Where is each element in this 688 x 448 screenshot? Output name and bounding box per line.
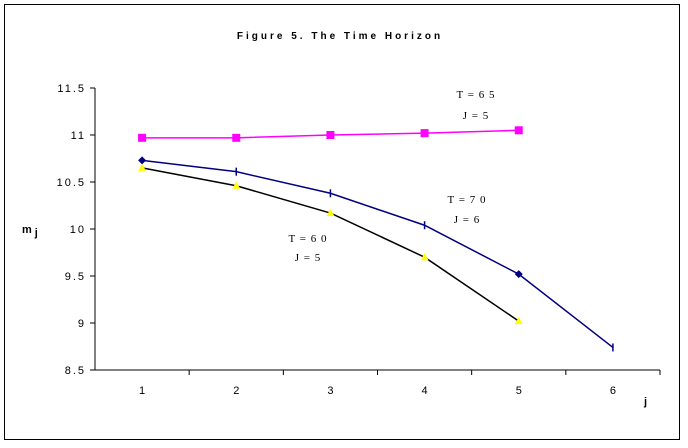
x-axis-ticks: 1 2 3 4 5 6 [139,370,661,397]
data-point-t60 [514,317,523,325]
data-point-t60 [232,181,241,189]
annotation-t70: T = 7 0 J = 6 [448,194,487,226]
x-tick-label: 4 [422,385,430,397]
annotation-t60-line2: J = 5 [295,252,321,264]
y-tick-label: 11 [71,130,86,142]
data-point-t65 [514,126,523,135]
annotation-t65-line1: T = 6 5 [457,89,496,101]
x-axis-label: j [643,396,647,408]
y-tick-label: 8.5 [65,365,86,377]
y-axis-label-main: m [22,224,32,236]
y-axis-ticks: 8.5 9 9.5 10 10.5 11 11.5 [57,83,95,377]
y-tick-label: 9.5 [65,271,86,283]
data-point-t70 [138,156,147,165]
series-line-t70 [141,159,614,349]
data-point-t65 [232,133,241,142]
data-point-t70 [514,270,523,279]
x-tick-label: 3 [327,385,335,397]
annotation-t70-line1: T = 7 0 [448,194,487,206]
y-tick-label: 11.5 [57,83,86,95]
axes [94,88,660,371]
annotation-t65: T = 6 5 J = 5 [457,89,496,122]
data-point-t65 [420,129,429,138]
y-axis-label-sub: j [34,227,38,239]
chart-title: Figure 5. The Time Horizon [237,31,443,42]
y-tick-label: 9 [78,318,86,330]
x-tick-label: 1 [139,385,147,397]
y-tick-label: 10.5 [57,177,86,189]
annotation-t60-line1: T = 6 0 [289,233,328,245]
data-point-t65 [138,133,147,142]
x-tick-label: 5 [516,385,524,397]
data-point-t65 [326,131,335,139]
data-point-t60 [420,253,429,261]
annotation-t70-line2: J = 6 [454,214,480,226]
data-point-t60 [138,163,147,171]
annotation-t60: T = 6 0 J = 5 [289,233,328,264]
series-group [138,126,614,352]
annotation-t65-line2: J = 5 [463,110,489,122]
data-point-t60 [326,209,335,217]
x-tick-label: 2 [233,385,241,397]
y-tick-label: 10 [70,224,86,236]
chart-frame [4,4,680,440]
x-tick-label: 6 [610,385,618,397]
